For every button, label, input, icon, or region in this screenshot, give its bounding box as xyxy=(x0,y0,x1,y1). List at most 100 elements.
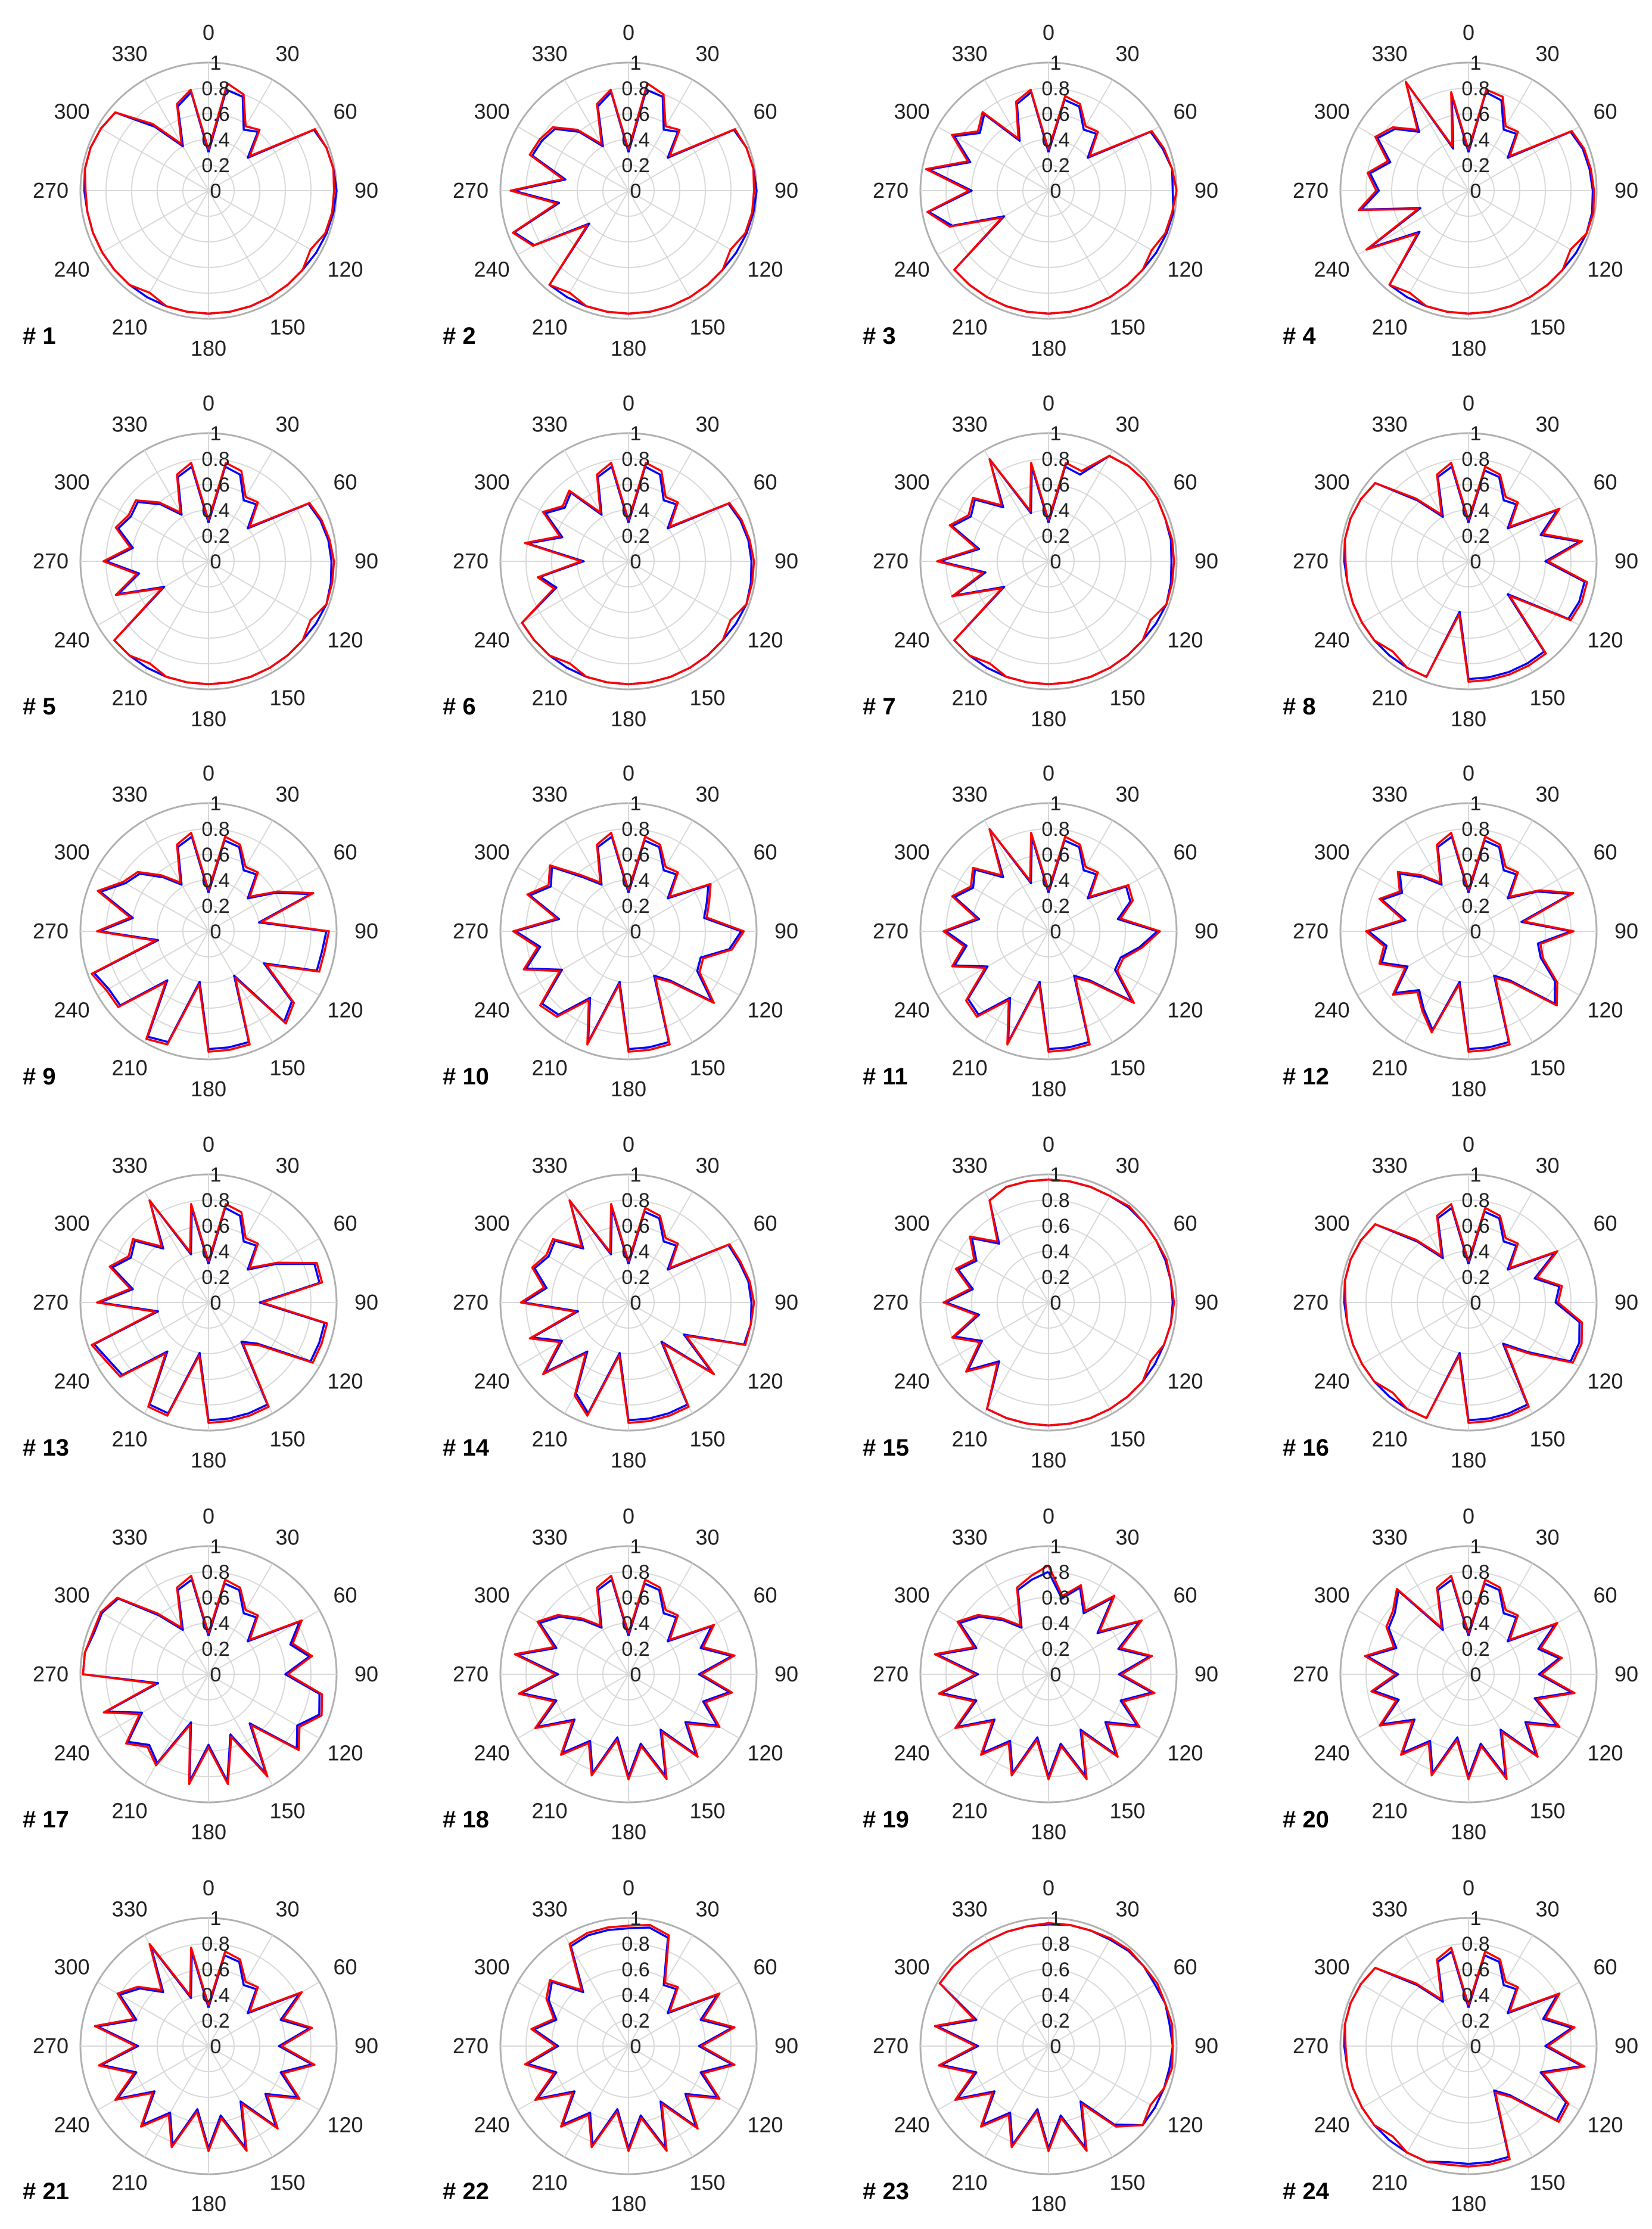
radial-tick-label: 0.4 xyxy=(1041,1612,1069,1635)
grid-spoke xyxy=(208,1238,320,1303)
angle-tick-label: 90 xyxy=(354,178,378,203)
angle-tick-label: 300 xyxy=(1314,1955,1349,1979)
panel-title: # 10 xyxy=(443,1064,489,1090)
angle-tick-label: 0 xyxy=(623,761,634,785)
angle-tick-label: 60 xyxy=(753,1955,777,1979)
angle-tick-label: 0 xyxy=(1463,391,1474,415)
radial-tick-label: 0.6 xyxy=(1041,1215,1069,1238)
angle-tick-label: 210 xyxy=(951,1055,987,1080)
grid-spoke xyxy=(564,450,629,562)
red-series-line xyxy=(82,1575,323,1785)
angle-tick-label: 330 xyxy=(951,1525,987,1550)
angle-tick-label: 240 xyxy=(54,2113,89,2137)
grid-spoke xyxy=(208,126,320,191)
panel-title: # 19 xyxy=(863,1807,909,1833)
angle-tick-label: 210 xyxy=(951,1798,987,1823)
grid-spoke xyxy=(1357,561,1469,626)
panel-title: # 18 xyxy=(443,1807,489,1833)
radial-tick-label: 0.4 xyxy=(1461,1984,1489,2007)
grid-spoke xyxy=(1357,1609,1469,1675)
angle-tick-label: 270 xyxy=(33,1290,69,1314)
grid-spoke xyxy=(628,561,693,673)
angle-tick-label: 270 xyxy=(1293,549,1329,573)
angle-tick-label: 150 xyxy=(269,1798,305,1823)
angle-tick-label: 60 xyxy=(1173,840,1197,865)
radial-tick-label: 0.2 xyxy=(201,2010,229,2032)
grid-spoke xyxy=(984,1191,1049,1303)
radial-tick-label: 0.8 xyxy=(1461,818,1489,841)
angle-tick-label: 300 xyxy=(894,840,929,865)
red-series-line xyxy=(942,1178,1175,1427)
angle-tick-label: 210 xyxy=(951,685,987,710)
angle-tick-label: 180 xyxy=(191,707,226,731)
angle-tick-label: 210 xyxy=(1371,315,1407,339)
radial-tick-label: 0.6 xyxy=(1461,474,1489,496)
grid-spoke xyxy=(97,2045,209,2111)
red-series-line xyxy=(521,462,755,686)
radial-tick-label: 0.8 xyxy=(1461,1933,1489,1956)
grid-spoke xyxy=(144,1302,209,1414)
panel-title: # 2 xyxy=(443,323,476,349)
angle-tick-label: 210 xyxy=(531,1055,567,1080)
angle-tick-label: 30 xyxy=(1115,412,1139,437)
angle-tick-label: 0 xyxy=(1463,1132,1474,1157)
grid-spoke xyxy=(1468,1302,1533,1414)
angle-tick-label: 330 xyxy=(1371,42,1407,66)
angle-tick-label: 300 xyxy=(1314,1211,1349,1236)
angle-tick-label: 90 xyxy=(1194,2034,1218,2058)
angle-tick-label: 240 xyxy=(1314,1369,1349,1394)
angle-tick-label: 0 xyxy=(203,20,214,45)
grid-spoke xyxy=(628,931,740,996)
angle-tick-label: 330 xyxy=(531,782,567,807)
angle-tick-label: 0 xyxy=(1043,391,1054,415)
grid-spoke xyxy=(1048,866,1160,932)
angle-tick-label: 210 xyxy=(951,2170,987,2194)
angle-tick-label: 60 xyxy=(753,1583,777,1608)
radial-tick-label: 1 xyxy=(1050,1907,1062,1930)
grid-spoke xyxy=(984,1674,1049,1786)
angle-tick-label: 180 xyxy=(1031,336,1066,360)
angle-tick-label: 0 xyxy=(1463,20,1474,45)
angle-tick-label: 60 xyxy=(753,100,777,124)
grid-spoke xyxy=(144,820,209,932)
grid-spoke xyxy=(1404,1191,1469,1303)
grid-spoke xyxy=(1048,1674,1160,1739)
polar-panel: 0 30 60 90 120 150 180 210 240 270 300 330 0 0.2 0.4 0.… xyxy=(1283,1876,1638,2216)
panel-title: # 24 xyxy=(1283,2178,1330,2205)
angle-tick-label: 120 xyxy=(327,2113,363,2137)
angle-tick-label: 180 xyxy=(1451,1448,1486,1472)
radial-tick-label: 0.6 xyxy=(621,1958,649,1981)
radial-tick-label: 0.8 xyxy=(1041,1933,1069,1956)
angle-tick-label: 120 xyxy=(327,1369,363,1394)
angle-tick-label: 150 xyxy=(689,685,725,710)
angle-tick-label: 150 xyxy=(1529,685,1565,710)
grid-spoke xyxy=(1404,931,1469,1043)
grid-spoke xyxy=(628,1981,740,2047)
angle-tick-label: 30 xyxy=(695,1525,719,1550)
grid-spoke xyxy=(1357,496,1469,562)
radial-tick-label: 0.8 xyxy=(201,448,229,471)
radial-tick-label: 0 xyxy=(1470,180,1482,203)
angle-tick-label: 210 xyxy=(111,1798,147,1823)
radial-tick-label: 0.4 xyxy=(1461,869,1489,892)
angle-tick-label: 30 xyxy=(1115,1525,1139,1550)
radial-tick-label: 0.2 xyxy=(201,525,229,548)
grid-spoke xyxy=(984,820,1049,932)
grid-spoke xyxy=(1468,1302,1580,1367)
grid-spoke xyxy=(517,561,629,626)
radial-tick-label: 0 xyxy=(1050,1664,1062,1686)
angle-tick-label: 300 xyxy=(1314,1583,1349,1608)
angle-tick-label: 0 xyxy=(1043,761,1054,785)
radial-tick-label: 0.4 xyxy=(201,1612,229,1635)
grid-spoke xyxy=(1357,866,1469,932)
radial-tick-label: 0.2 xyxy=(621,1266,649,1289)
angle-tick-label: 300 xyxy=(1314,100,1349,124)
radial-tick-label: 0.6 xyxy=(1041,474,1069,496)
grid-spoke xyxy=(628,561,740,626)
grid-spoke xyxy=(628,1191,693,1303)
grid-spoke xyxy=(628,190,693,302)
radial-tick-label: 0.6 xyxy=(201,474,229,496)
angle-tick-label: 240 xyxy=(54,998,89,1022)
radial-tick-label: 0.2 xyxy=(1461,1266,1489,1289)
radial-tick-label: 0 xyxy=(1050,921,1062,943)
